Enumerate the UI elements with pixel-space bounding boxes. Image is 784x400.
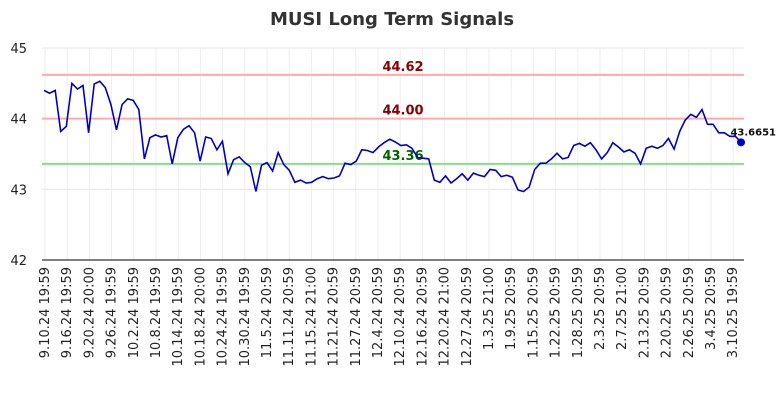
x-tick-label: 2.26.25 20:59 — [682, 267, 697, 358]
x-tick-label: 9.16.24 19:59 — [60, 267, 75, 358]
x-tick-label: 3.4.25 20:59 — [704, 267, 719, 350]
reference-line-label: 44.62 — [382, 60, 423, 75]
x-tick-label: 9.20.24 20:00 — [82, 267, 97, 358]
chart-title: MUSI Long Term Signals — [270, 9, 514, 30]
x-tick-labels: 9.10.24 19:59 9.16.24 19:59 9.20.24 20:00 9… — [38, 267, 741, 367]
series — [43, 80, 745, 193]
reference-lines: 44.62 44.00 43.36 — [42, 60, 744, 165]
reference-line-label: 44.00 — [382, 104, 423, 119]
reference-line-label: 43.36 — [382, 149, 423, 164]
annotations: 43.6651 — [730, 127, 776, 138]
x-tick-label: 10.18.24 20:00 — [193, 267, 208, 367]
x-tick-label: 12.27.24 20:59 — [460, 267, 475, 367]
x-tick-label: 12.16.24 20:59 — [415, 267, 430, 367]
x-tick-label: 11.5.24 20:59 — [260, 267, 275, 358]
x-tick-label: 10.2.24 19:59 — [127, 267, 142, 358]
x-tick-label: 9.10.24 19:59 — [38, 267, 53, 358]
last-value-label: 43.6651 — [730, 127, 776, 138]
x-tick-label: 10.14.24 19:59 — [171, 267, 186, 367]
x-tick-label: 10.8.24 19:59 — [149, 267, 164, 358]
y-tick-label: 45 — [10, 42, 27, 57]
x-tick-label: 12.20.24 21:00 — [438, 267, 453, 367]
x-tick-label: 10.24.24 19:59 — [216, 267, 231, 367]
x-tick-label: 2.7.25 21:00 — [615, 267, 630, 350]
x-tick-label: 1.9.25 20:59 — [504, 267, 519, 350]
x-tick-label: 1.28.25 20:59 — [571, 267, 586, 358]
grid — [42, 47, 744, 261]
x-tick-label: 3.10.25 19:59 — [726, 267, 741, 358]
last-point-marker — [737, 138, 745, 147]
x-tick-label: 11.27.24 20:59 — [349, 267, 364, 367]
y-tick-label: 42 — [10, 254, 27, 269]
x-tick-label: 2.20.25 20:59 — [660, 267, 675, 358]
series-line — [43, 80, 742, 193]
y-tick-label: 44 — [10, 113, 27, 128]
x-tick-label: 1.22.25 20:59 — [549, 267, 564, 358]
x-tick-label: 10.30.24 19:59 — [238, 267, 253, 367]
y-tick-labels: 42 43 44 45 — [10, 42, 27, 269]
y-tick-label: 43 — [10, 183, 27, 198]
x-tick-label: 12.4.24 20:59 — [371, 267, 386, 358]
x-tick-label: 12.10.24 20:59 — [393, 267, 408, 367]
x-tick-label: 11.21.24 20:59 — [327, 267, 342, 367]
x-tick-label: 11.11.24 20:59 — [282, 267, 297, 367]
x-tick-label: 1.3.25 21:00 — [482, 267, 497, 350]
x-tick-label: 2.3.25 20:59 — [593, 267, 608, 350]
x-tick-label: 9.26.24 19:59 — [105, 267, 120, 358]
x-tick-label: 2.13.25 20:59 — [637, 267, 652, 358]
x-tick-label: 11.15.24 21:00 — [304, 267, 319, 367]
x-tick-label: 1.15.25 20:59 — [526, 267, 541, 358]
